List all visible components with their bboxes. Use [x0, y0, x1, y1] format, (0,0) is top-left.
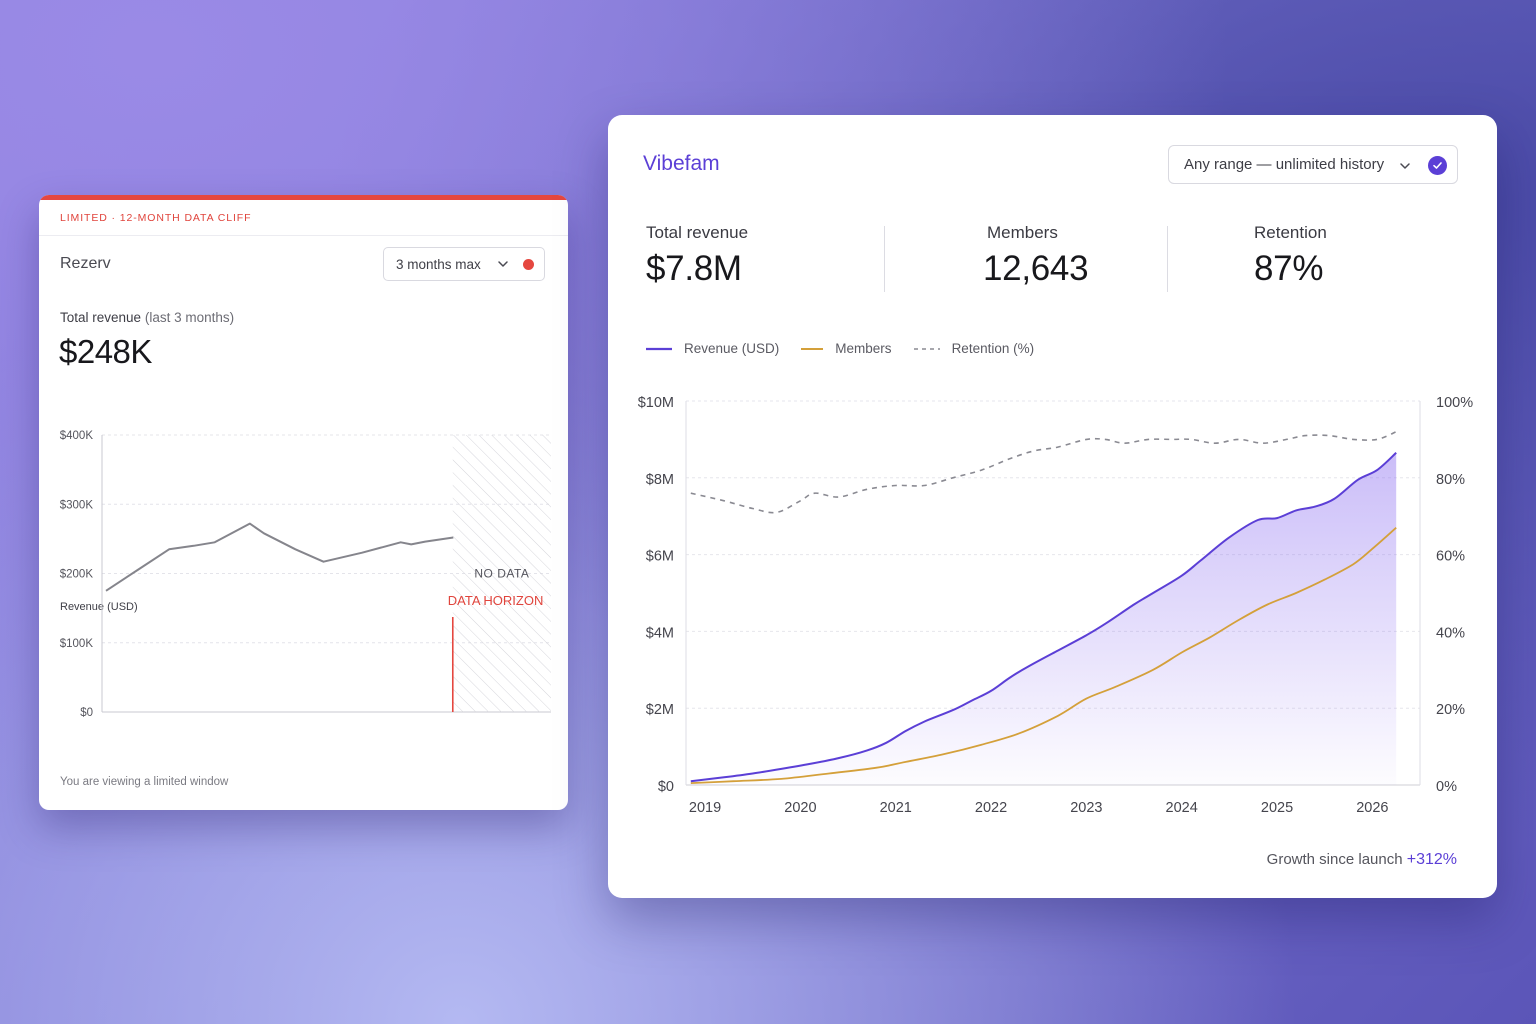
kpi-label: Retention [1254, 223, 1327, 242]
y-tick-label: $8M [646, 472, 674, 488]
rezerv-range-select-label: 3 months max [396, 256, 481, 272]
no-data-region [452, 435, 551, 712]
vibefam-range-select[interactable]: Any range — unlimited history [1168, 145, 1458, 184]
kpi-total-revenue: Total revenue $7.8M [646, 223, 748, 289]
growth-value: +312% [1406, 851, 1457, 868]
y2-tick-label: 100% [1436, 395, 1473, 411]
legend-item-members[interactable]: Members [801, 341, 892, 356]
vibefam-brand: Vibefam [643, 152, 720, 175]
rezerv-range-select[interactable]: 3 months max [383, 247, 545, 281]
rezerv-revenue-chart: Revenue (USD) $0 $100K $200K $300K $400K NO DA… [60, 430, 551, 719]
legend-swatch-members [801, 347, 824, 350]
check-icon [1428, 156, 1447, 175]
y-tick-label: $0 [80, 707, 93, 719]
kpi-divider [1167, 226, 1168, 292]
chart-legend: Revenue (USD) Members Retention (%) [646, 341, 1056, 356]
growth-label: Growth since launch [1266, 851, 1403, 868]
data-horizon-label: DATA HORIZON [448, 593, 544, 608]
vibefam-range-select-label: Any range — unlimited history [1184, 156, 1385, 173]
kpi-members: Members 12,643 [983, 223, 1089, 289]
rezerv-kpi-label: Total revenue (last 3 months) [60, 310, 234, 325]
legend-swatch-revenue [646, 347, 672, 350]
vibefam-growth-chart: $0 $2M $4M $6M $8M $10M 0% 20% 40% 60% 80% 100% 2019… [638, 395, 1473, 816]
x-tick-label: 2024 [1166, 800, 1198, 816]
x-tick-label: 2026 [1356, 800, 1388, 816]
legend-label: Revenue (USD) [684, 341, 780, 356]
y2-tick-label: 0% [1436, 779, 1457, 795]
kpi-value: $7.8M [646, 249, 742, 288]
status-dot-red [523, 259, 534, 270]
y-axis-label: Revenue (USD) [60, 601, 138, 613]
revenue-line [690, 452, 1397, 783]
kpi-retention: Retention 87% [1254, 223, 1327, 289]
members-line [690, 527, 1397, 784]
x-tick-label: 2025 [1261, 800, 1293, 816]
retention-line [690, 430, 1397, 514]
limited-window-note: You are viewing a limited window [60, 776, 229, 788]
y-tick-label: $2M [646, 702, 674, 718]
rezerv-card: LIMITED · 12-MONTH DATA CLIFF Rezerv 3 m… [39, 195, 568, 810]
revenue-area [690, 452, 1397, 785]
no-data-label: NO DATA [474, 567, 529, 581]
x-tick-label: 2023 [1070, 800, 1102, 816]
legend-swatch-retention [913, 347, 940, 350]
legend-label: Retention (%) [951, 341, 1035, 356]
chevron-down-icon [498, 261, 508, 267]
y2-tick-label: 80% [1436, 472, 1465, 488]
y-tick-label: $100K [60, 638, 94, 650]
y2-tick-label: 40% [1436, 625, 1465, 641]
x-tick-label: 2020 [784, 800, 816, 816]
kpi-value: 12,643 [983, 249, 1089, 288]
vibefam-card: Vibefam Any range — unlimited history To… [608, 115, 1497, 898]
y-tick-label: $400K [60, 430, 94, 442]
y2-tick-label: 20% [1436, 702, 1465, 718]
legend-item-retention[interactable]: Retention (%) [913, 341, 1035, 356]
kpi-label: Total revenue [646, 223, 749, 242]
y-tick-label: $10M [638, 395, 674, 411]
x-tick-label: 2022 [975, 800, 1007, 816]
rezerv-kpi-label-main: Total revenue [60, 310, 142, 325]
data-cliff-warning: LIMITED · 12-MONTH DATA CLIFF [39, 200, 568, 236]
chevron-down-icon [1400, 163, 1410, 169]
x-tick-label: 2021 [880, 800, 912, 816]
kpi-divider [884, 226, 885, 292]
kpi-value: 87% [1254, 249, 1324, 288]
revenue-line [105, 522, 454, 592]
growth-since-launch: Growth since launch +312% [1267, 851, 1457, 869]
x-tick-label: 2019 [689, 800, 721, 816]
rezerv-app-name: Rezerv [60, 255, 111, 272]
y-tick-label: $200K [60, 569, 94, 581]
y-tick-label: $6M [646, 549, 674, 565]
kpi-label: Members [987, 223, 1058, 242]
y-tick-label: $300K [60, 499, 94, 511]
y-tick-label: $4M [646, 625, 674, 641]
alert-bar [39, 195, 568, 200]
y2-tick-label: 60% [1436, 549, 1465, 565]
legend-label: Members [835, 341, 892, 356]
rezerv-kpi-value: $248K [59, 333, 152, 370]
rezerv-kpi-label-sub: (last 3 months) [144, 310, 235, 325]
legend-item-revenue[interactable]: Revenue (USD) [646, 341, 779, 356]
y-tick-label: $0 [658, 779, 674, 795]
